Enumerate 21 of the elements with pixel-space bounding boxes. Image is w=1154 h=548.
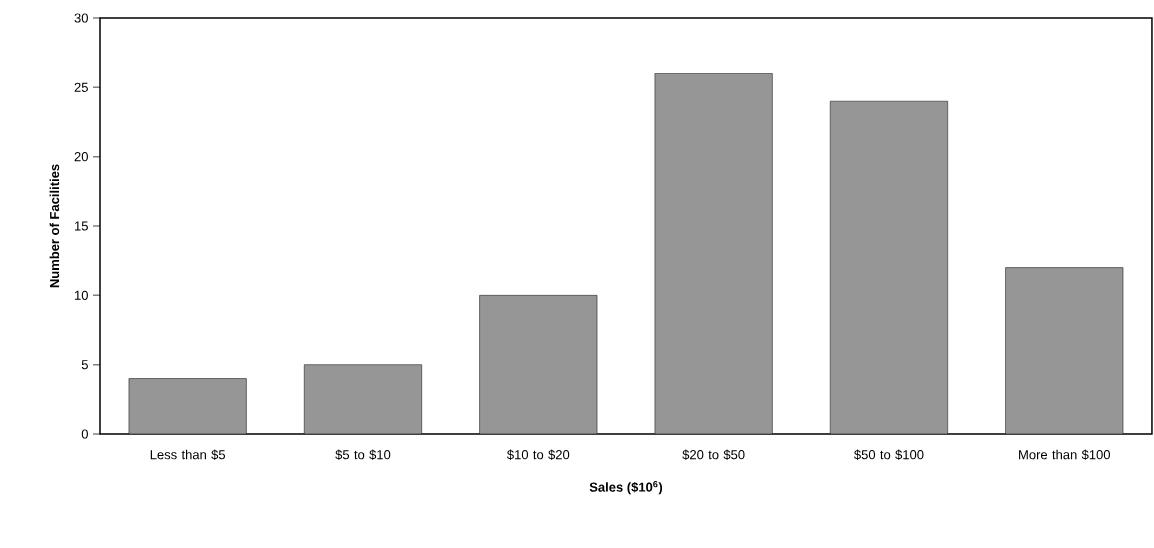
x-tick-label: $5 to $10 [335, 449, 391, 461]
y-tick-label: 30 [74, 13, 88, 23]
bar [128, 378, 247, 434]
x-tick-label: $20 to $50 [682, 449, 745, 461]
y-tick-label: 10 [74, 290, 88, 300]
y-tick-label: 25 [74, 82, 88, 92]
y-axis-title: Number of Facilities [49, 164, 60, 288]
x-axis-title: Sales ($10$^{6}$) [589, 480, 663, 495]
bar [829, 100, 948, 434]
x-tick-label: More than $100 [1019, 449, 1110, 461]
y-tick-label: 5 [81, 360, 88, 370]
x-tick-label: $10 to $20 [507, 449, 570, 461]
x-tick-label: Less than $5 [150, 449, 226, 461]
bar [304, 364, 422, 434]
bar [479, 295, 598, 434]
y-tick-label: 0 [81, 429, 88, 439]
y-tick-label: 20 [74, 152, 88, 162]
x-tick-label: $50 to $100 [854, 449, 924, 461]
bar [1005, 267, 1124, 434]
y-tick-label: 15 [74, 221, 88, 231]
bar [654, 73, 773, 434]
